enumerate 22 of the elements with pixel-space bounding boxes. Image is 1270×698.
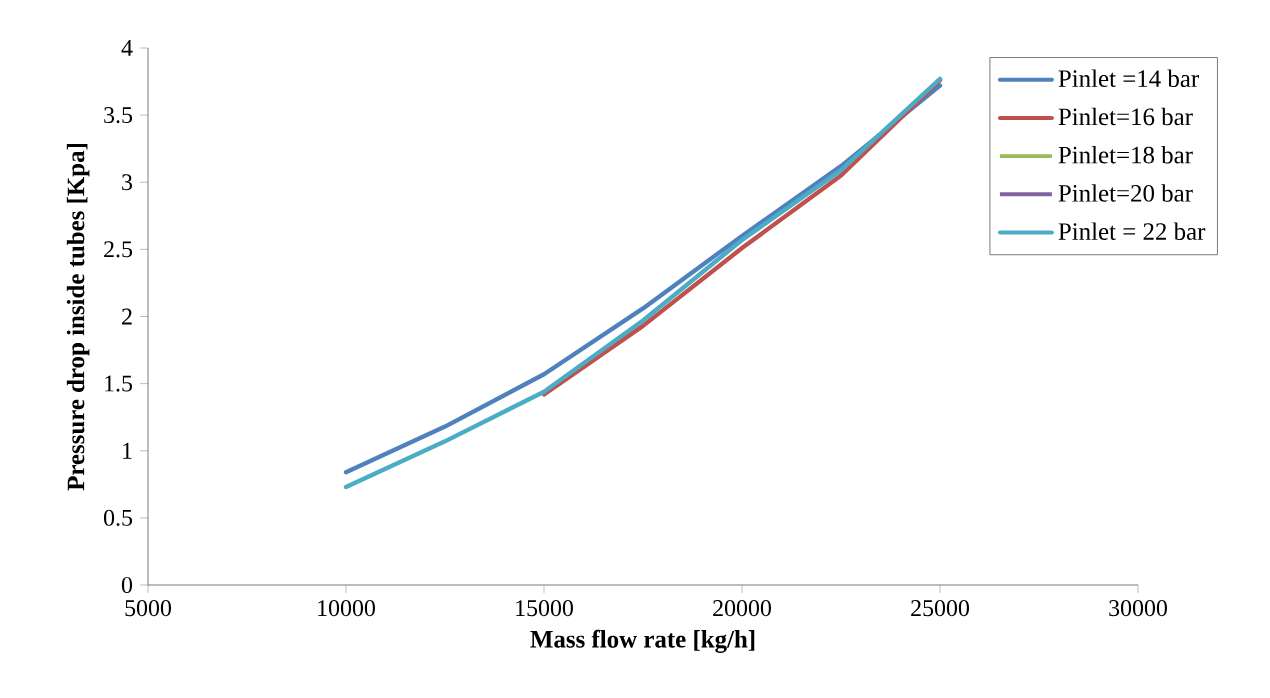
x-tick-label: 20000 — [713, 600, 771, 617]
y-tick-label: 3 — [122, 174, 133, 191]
y-tick-label: 3.5 — [104, 107, 133, 124]
y-tick-label: 2 — [122, 308, 132, 325]
legend-label: Pinlet = 22 bar — [1058, 222, 1206, 240]
y-tick-label: 1 — [123, 442, 132, 459]
x-axis-title: Mass flow rate [kg/h] — [530, 629, 755, 653]
y-tick-label: 0.5 — [103, 509, 133, 526]
x-tick-label: 25000 — [911, 600, 969, 617]
x-tick-label: 5000 — [125, 600, 171, 617]
legend-label: Pinlet =14 bar — [1058, 69, 1199, 88]
legend-label: Pinlet=16 bar — [1058, 107, 1193, 126]
y-tick-label: 2.5 — [104, 241, 133, 258]
x-tick-label: 10000 — [318, 600, 375, 617]
y-tick-label: 0 — [121, 576, 133, 594]
y-tick-label: 4 — [121, 40, 133, 56]
legend-label: Pinlet=20 bar — [1058, 184, 1193, 202]
y-axis-title: Pressure drop inside tubes [Kpa] — [66, 144, 90, 491]
y-tick-label: 1.5 — [105, 375, 133, 392]
x-tick-label: 30000 — [1109, 600, 1167, 617]
x-tick-label: 15000 — [516, 600, 573, 617]
legend-label: Pinlet=18 bar — [1058, 145, 1193, 164]
